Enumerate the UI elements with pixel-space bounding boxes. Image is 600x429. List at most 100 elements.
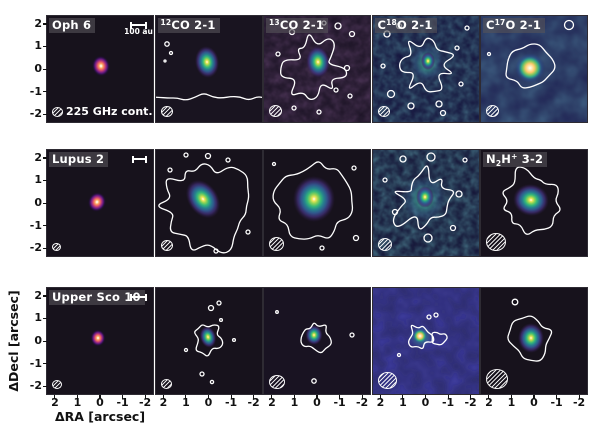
- y-tick-mark: [43, 385, 47, 387]
- panel-label-text: 12: [160, 18, 172, 27]
- x-tick-label: 1: [290, 396, 299, 409]
- x-tick-label: -2: [464, 396, 477, 409]
- contour-speck: [379, 63, 386, 69]
- source-blob: [513, 183, 549, 217]
- contour-speck: [396, 352, 401, 358]
- y-tick-mark: [43, 23, 47, 25]
- x-tick-label: -1: [441, 396, 455, 409]
- x-tick-mark: [316, 394, 318, 399]
- beam-icon: [269, 237, 284, 251]
- contour-speck: [386, 89, 395, 99]
- contour: [502, 166, 561, 235]
- y-tick-mark: [43, 45, 47, 48]
- contour: [300, 322, 332, 354]
- contour-speck: [271, 161, 277, 167]
- beam-icon: [52, 380, 62, 389]
- contour-speck: [316, 109, 322, 115]
- contour-speck: [391, 208, 398, 216]
- x-tick-mark: [293, 394, 295, 399]
- panel-label-text: N: [486, 152, 496, 166]
- source-blob: [293, 176, 335, 222]
- source-blob: [90, 329, 106, 347]
- source-blob: [194, 46, 219, 78]
- panel-lupus2-12co: [154, 149, 263, 257]
- contour-speck: [425, 152, 436, 162]
- contour-speck: [486, 51, 492, 57]
- y-tick-mark: [43, 225, 47, 227]
- contour-speck: [162, 59, 167, 63]
- contour-speck: [275, 310, 279, 314]
- x-tick-mark: [271, 394, 273, 399]
- panel-label-text: C: [486, 18, 495, 32]
- x-tick-label: 2: [485, 396, 493, 409]
- contour-speck: [244, 229, 251, 235]
- panel-label: Upper Sco 10: [49, 290, 145, 306]
- scalebar: [130, 293, 147, 301]
- contour-speck: [463, 25, 470, 31]
- scalebar: [132, 155, 147, 163]
- beam-icon: [52, 107, 63, 117]
- x-tick-label: 2: [376, 396, 385, 409]
- x-tick-label: 0: [96, 396, 104, 409]
- y-tick-label: 2: [34, 288, 42, 302]
- x-tick-mark: [488, 394, 490, 399]
- x-tick-label: -2: [572, 396, 586, 409]
- panel-uppersco10-cont: Upper Sco 10: [46, 287, 154, 395]
- panel-image: [47, 150, 153, 256]
- x-tick-mark: [76, 394, 78, 399]
- x-tick-mark: [533, 394, 535, 399]
- contour-speck: [198, 371, 205, 377]
- x-tick-label: 0: [313, 396, 321, 409]
- x-tick-label: -2: [355, 396, 369, 409]
- panel-label-text: Lupus 2: [52, 152, 105, 166]
- panel-image: [155, 150, 262, 256]
- contour-speck: [207, 304, 214, 312]
- panel-label: N2H+ 3-2: [483, 152, 548, 168]
- source-blob: [515, 53, 545, 83]
- panel-uppersco10-c18o: [371, 287, 480, 395]
- y-tick-mark: [43, 202, 47, 204]
- panel-label-text: 18: [386, 18, 397, 27]
- panel-image: [372, 150, 479, 256]
- y-tick-mark: [43, 295, 47, 297]
- panel-label-text: +: [511, 152, 518, 161]
- beam-icon: [377, 106, 390, 117]
- panel-image: [372, 16, 479, 122]
- panel-label-text: 2: [495, 158, 502, 168]
- x-tick-label: -1: [550, 396, 563, 409]
- x-tick-mark: [361, 394, 363, 399]
- source-blob: [420, 52, 435, 70]
- x-tick-mark: [447, 394, 449, 399]
- contour-speck: [209, 379, 214, 385]
- beam-icon: [377, 372, 397, 389]
- beam-icon: [52, 243, 61, 251]
- y-tick-label: 1: [34, 39, 42, 53]
- x-tick-mark: [230, 394, 232, 399]
- y-tick-label: -2: [29, 107, 42, 121]
- panel-label-text: Oph 6: [52, 18, 92, 32]
- contour-speck: [461, 157, 468, 163]
- y-tick-label: -2: [29, 379, 42, 393]
- contour-speck: [453, 45, 460, 51]
- contour: [398, 37, 454, 93]
- x-tick-label: 0: [421, 396, 430, 409]
- contour-speck: [218, 317, 223, 323]
- contour-speck: [183, 347, 188, 353]
- contour-speck: [168, 50, 173, 56]
- panel-lupus2-n2hp: N2H+ 3-2: [480, 149, 588, 257]
- scalebar-label: 100 au: [124, 27, 153, 36]
- y-tick-label: 2: [34, 16, 42, 30]
- contour-speck: [457, 81, 464, 87]
- y-tick-label: 2: [34, 150, 42, 164]
- contour-speck: [291, 105, 297, 111]
- y-tick-mark: [43, 363, 47, 365]
- x-tick-label: 2: [159, 396, 168, 409]
- contour: [392, 165, 454, 230]
- x-tick-mark: [54, 394, 56, 399]
- panel-label-text: H: [501, 152, 512, 166]
- x-tick-mark: [253, 394, 255, 399]
- contour-speck: [166, 167, 173, 173]
- panel-oph6-cont: Oph 6 225 GHz cont. 100 au: [46, 15, 154, 123]
- x-tick-label: 2: [51, 396, 59, 409]
- source-blob: [415, 186, 434, 208]
